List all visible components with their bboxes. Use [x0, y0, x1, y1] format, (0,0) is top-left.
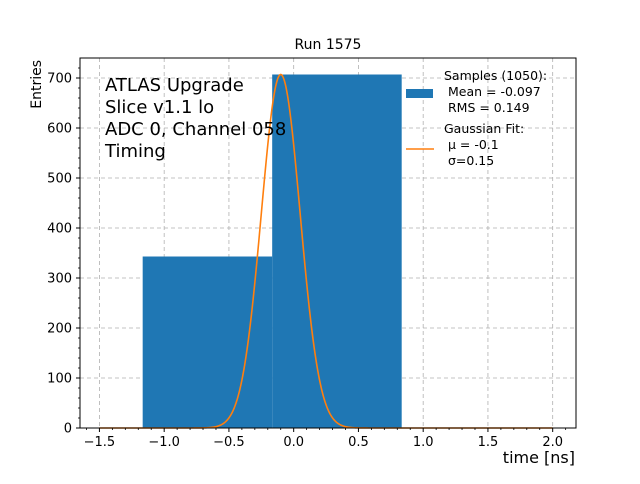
legend-swatch-samples: [406, 89, 433, 98]
x-tick-label: 1.5: [478, 435, 499, 450]
x-tick-label: 2.0: [542, 435, 563, 450]
legend-label-fit: σ=0.15: [444, 153, 494, 168]
y-tick-label: 500: [47, 172, 72, 187]
annotation-line: Timing: [104, 141, 166, 162]
legend-label-fit: Gaussian Fit:: [444, 121, 524, 136]
y-tick-label: 300: [47, 272, 72, 287]
legend-label-samples: Samples (1050):: [444, 68, 547, 83]
annotation-line: ATLAS Upgrade: [105, 75, 244, 96]
legend-label-samples: Mean = -0.097: [444, 84, 541, 99]
chart-title: Run 1575: [295, 37, 362, 53]
y-tick-label: 600: [47, 122, 72, 137]
legend-label-fit: μ = -0.1: [444, 137, 499, 152]
histogram-bar: [272, 74, 402, 428]
y-tick-label: 0: [64, 422, 72, 437]
y-tick-label: 100: [47, 372, 72, 387]
annotation-line: ADC 0, Channel 058: [105, 119, 286, 140]
plot-frame: [79, 57, 577, 429]
legend-label-samples: RMS = 0.149: [444, 100, 530, 115]
x-tick-label: 0.0: [283, 435, 304, 450]
y-tick-label: 200: [47, 322, 72, 337]
histogram-bar: [142, 256, 273, 428]
annotation-line: Slice v1.1 lo: [105, 97, 214, 118]
axis-ticks: −1.5 −1.0 −0.5 0.0 0.5 1.0 1.5 2.0 0 100 200 300 400…: [47, 67, 567, 450]
legend: Samples (1050): Mean = -0.097 RMS = 0.14…: [406, 68, 547, 168]
x-tick-label: −1.5: [84, 435, 116, 450]
x-tick-label: 1.0: [413, 435, 434, 450]
x-tick-label: −1.0: [148, 435, 180, 450]
histogram-bars: [142, 74, 402, 428]
x-tick-label: 0.5: [348, 435, 369, 450]
y-axis-label: Entries: [29, 60, 45, 109]
x-axis-label: time [ns]: [503, 448, 575, 467]
x-tick-label: −0.5: [213, 435, 245, 450]
y-tick-label: 400: [47, 222, 72, 237]
y-tick-label: 700: [47, 72, 72, 87]
